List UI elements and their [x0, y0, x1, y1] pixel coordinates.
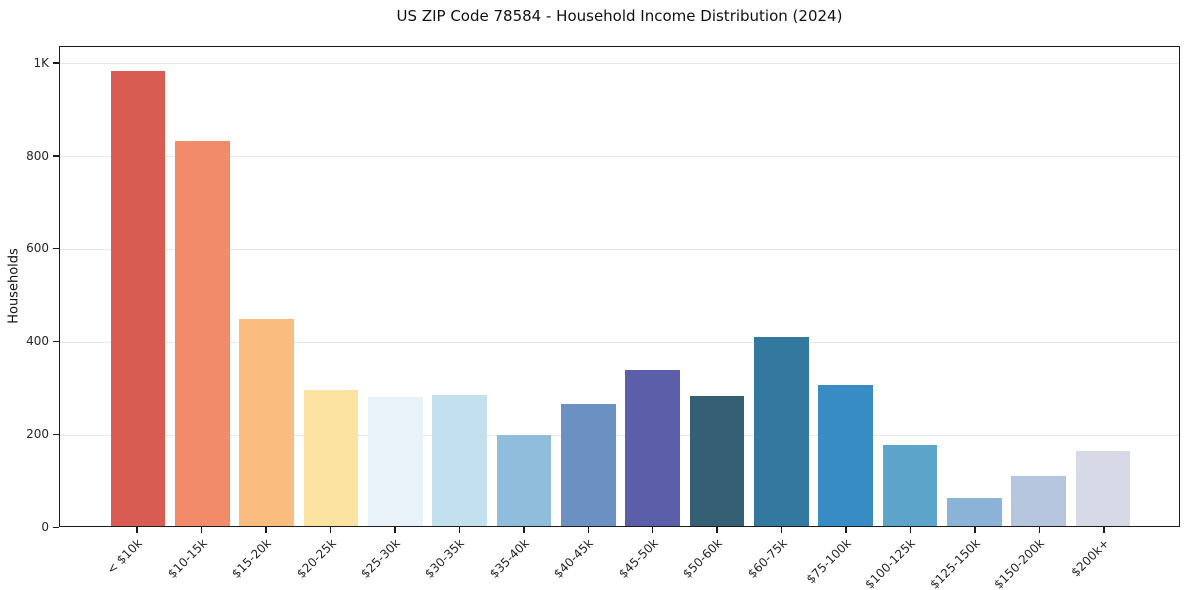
gridline-800	[60, 156, 1179, 158]
bar-$50-60k	[689, 396, 745, 526]
bar-slot	[1006, 47, 1070, 526]
gridline-600	[60, 248, 1179, 250]
x-tick-mark	[909, 527, 912, 533]
bars-container	[106, 47, 1135, 526]
bar-slot	[621, 47, 685, 526]
x-tick-mark	[974, 527, 976, 533]
chart-title: US ZIP Code 78584 - Household Income Dis…	[396, 7, 843, 25]
x-tick-mark	[329, 527, 332, 533]
x-tick-label-< $10k: < $10k	[104, 536, 146, 577]
bar-slot	[428, 47, 492, 526]
x-tick-mark	[523, 527, 525, 533]
bar-slot	[492, 47, 556, 526]
x-tick-mark	[458, 527, 461, 533]
bar-$25-30k	[368, 396, 423, 526]
bar-< $10k	[110, 70, 166, 526]
bar-slot	[685, 47, 749, 526]
y-tick-mark	[53, 62, 59, 64]
bar-slot	[170, 47, 234, 526]
gridline-1K	[60, 63, 1179, 65]
x-tick-mark	[845, 527, 847, 533]
y-tick-label-0: 0	[41, 520, 49, 534]
y-tick-label-800: 800	[26, 148, 49, 163]
x-tick-mark	[1038, 527, 1041, 533]
bar-$125-150k	[946, 498, 1002, 526]
bar-slot	[878, 47, 942, 526]
bar-slot	[1071, 47, 1135, 526]
bar-slot	[235, 47, 299, 526]
bar-$15-20k	[239, 319, 295, 526]
x-tick-mark	[1103, 527, 1105, 533]
bar-$35-40k	[496, 435, 552, 526]
plot-area	[59, 46, 1180, 527]
y-tick-label-400: 400	[26, 334, 49, 349]
y-tick-mark	[53, 155, 59, 157]
y-tick-mark	[53, 526, 59, 528]
bar-slot	[749, 47, 813, 526]
x-tick-mark	[587, 527, 590, 533]
gridline-400	[60, 341, 1179, 343]
bar-$40-45k	[561, 404, 616, 526]
y-tick-label-1K: 1K	[33, 55, 49, 70]
bar-$20-25k	[303, 389, 359, 526]
y-tick-mark	[53, 340, 59, 343]
bar-slot	[106, 47, 170, 526]
bar-$10-15k	[175, 141, 230, 526]
x-tick-mark	[136, 527, 138, 533]
x-tick-mark	[200, 527, 203, 533]
x-tick-mark	[265, 527, 267, 533]
bar-slot	[363, 47, 427, 526]
bar-slot	[556, 47, 620, 526]
bar-$60-75k	[753, 337, 809, 526]
y-tick-label-200: 200	[26, 427, 49, 442]
bar-slot	[942, 47, 1006, 526]
bar-$150-200k	[1011, 476, 1066, 526]
x-tick-mark	[651, 527, 654, 533]
y-axis-label: Households	[6, 248, 22, 324]
y-tick-mark	[53, 433, 59, 436]
x-tick-mark	[394, 527, 396, 533]
bar-$100-125k	[882, 445, 938, 526]
bar-slot	[299, 47, 363, 526]
bar-$75-100k	[818, 384, 873, 526]
bar-$200k+	[1075, 451, 1131, 526]
x-tick-mark	[716, 527, 718, 533]
x-tick-mark	[780, 527, 783, 533]
y-tick-mark	[53, 247, 59, 250]
y-tick-label-600: 600	[26, 241, 49, 256]
bar-$30-35k	[432, 395, 488, 526]
bar-slot	[813, 47, 877, 526]
gridline-200	[60, 434, 1179, 436]
bar-$45-50k	[625, 369, 680, 526]
